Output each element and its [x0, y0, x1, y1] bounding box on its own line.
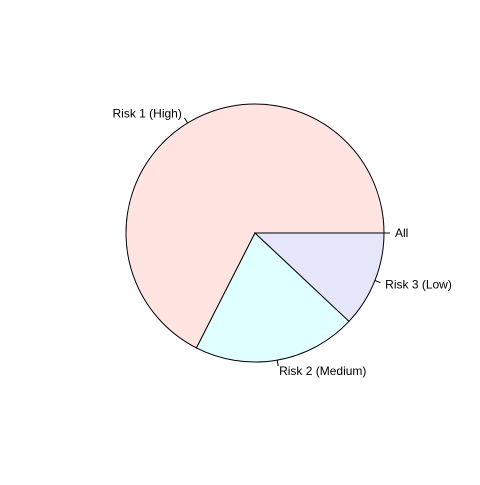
slice-label-risk-3-low: Risk 3 (Low): [385, 278, 452, 292]
slice-label-all: All: [395, 226, 408, 240]
label-tick-risk-1-high: [184, 117, 189, 124]
label-tick-risk-3-low: [374, 280, 381, 284]
slice-label-risk-2-medium: Risk 2 (Medium): [279, 364, 366, 378]
label-tick-risk-2-medium: [276, 359, 279, 367]
labels-layer: All Risk 1 (High) Risk 2 (Medium) Risk 3 (L…: [112, 107, 451, 378]
slice-label-risk-1-high: Risk 1 (High): [112, 107, 181, 121]
slices-layer: [125, 103, 385, 363]
pie-slice-risk-3-low: [253, 232, 385, 323]
tick-marks-layer: [184, 117, 390, 367]
